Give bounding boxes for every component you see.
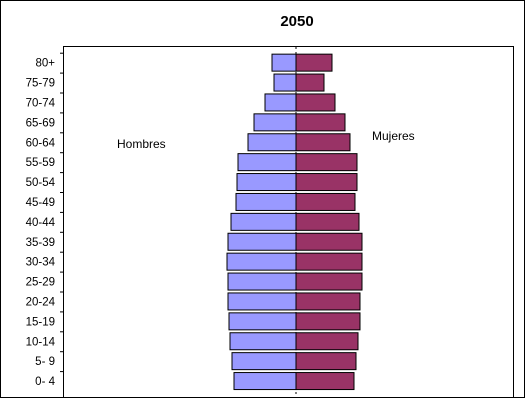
bar-mujeres-20-24 bbox=[295, 292, 361, 311]
y-axis-labels: 0- 4 5- 9 10-14 15-19 20-24 25-29 30-34 35-39 40… bbox=[26, 58, 56, 388]
bar-mujeres-10-14 bbox=[295, 332, 359, 351]
y-tick-label-5-9: 5- 9 bbox=[35, 356, 55, 368]
series-label-mujeres: Mujeres bbox=[372, 129, 415, 143]
plot-area bbox=[63, 46, 514, 398]
y-tick-label-80plus: 80+ bbox=[35, 58, 55, 70]
chart-title: 2050 bbox=[280, 13, 313, 30]
bar-mujeres-60-64 bbox=[295, 133, 351, 152]
y-tick-label-25-29: 25-29 bbox=[26, 277, 55, 289]
bar-hombres-10-14 bbox=[229, 332, 297, 351]
bar-hombres-55-59 bbox=[237, 153, 297, 172]
bar-hombres-80plus bbox=[271, 53, 297, 72]
y-tick-label-55-59: 55-59 bbox=[26, 157, 55, 169]
bar-hombres-40-44 bbox=[230, 212, 297, 231]
bar-hombres-30-34 bbox=[226, 252, 297, 271]
bar-hombres-20-24 bbox=[227, 292, 297, 311]
bar-mujeres-30-34 bbox=[295, 252, 363, 271]
y-tick-label-0-4: 0- 4 bbox=[35, 376, 55, 388]
bar-mujeres-45-49 bbox=[295, 192, 356, 211]
y-tick-label-50-54: 50-54 bbox=[26, 177, 56, 189]
bar-mujeres-65-69 bbox=[295, 113, 346, 132]
y-axis-ticks bbox=[60, 52, 64, 373]
bar-hombres-15-19 bbox=[228, 312, 297, 331]
bar-mujeres-55-59 bbox=[295, 153, 358, 172]
bar-mujeres-35-39 bbox=[295, 232, 363, 251]
y-tick-label-75-79: 75-79 bbox=[26, 78, 55, 90]
bar-mujeres-0-4 bbox=[295, 372, 355, 391]
y-tick-label-20-24: 20-24 bbox=[26, 296, 56, 308]
bar-mujeres-25-29 bbox=[295, 272, 363, 291]
bar-hombres-75-79 bbox=[273, 73, 297, 92]
bar-hombres-35-39 bbox=[227, 232, 297, 251]
bar-hombres-70-74 bbox=[264, 93, 297, 112]
bar-mujeres-5-9 bbox=[295, 352, 357, 371]
bar-mujeres-50-54 bbox=[295, 173, 358, 192]
bars-group bbox=[226, 53, 363, 391]
bar-hombres-25-29 bbox=[227, 272, 297, 291]
y-tick-label-60-64: 60-64 bbox=[26, 137, 56, 149]
bar-mujeres-70-74 bbox=[295, 93, 336, 112]
bar-hombres-65-69 bbox=[253, 113, 297, 132]
bar-mujeres-15-19 bbox=[295, 312, 361, 331]
bar-hombres-50-54 bbox=[236, 173, 297, 192]
y-tick-label-15-19: 15-19 bbox=[26, 316, 55, 328]
bar-hombres-5-9 bbox=[231, 352, 297, 371]
y-tick-label-10-14: 10-14 bbox=[26, 336, 56, 348]
y-tick-label-35-39: 35-39 bbox=[26, 237, 55, 249]
y-tick-label-40-44: 40-44 bbox=[26, 217, 56, 229]
y-tick-label-30-34: 30-34 bbox=[26, 257, 56, 269]
series-label-hombres: Hombres bbox=[117, 137, 166, 151]
y-tick-label-45-49: 45-49 bbox=[26, 197, 55, 209]
bar-hombres-60-64 bbox=[247, 133, 297, 152]
bar-mujeres-75-79 bbox=[295, 73, 325, 92]
y-tick-label-70-74: 70-74 bbox=[26, 97, 56, 109]
bar-hombres-0-4 bbox=[233, 372, 297, 391]
y-tick-label-65-69: 65-69 bbox=[26, 117, 55, 129]
bar-mujeres-80plus bbox=[295, 53, 333, 72]
bar-mujeres-40-44 bbox=[295, 212, 360, 231]
bar-hombres-45-49 bbox=[235, 192, 297, 211]
